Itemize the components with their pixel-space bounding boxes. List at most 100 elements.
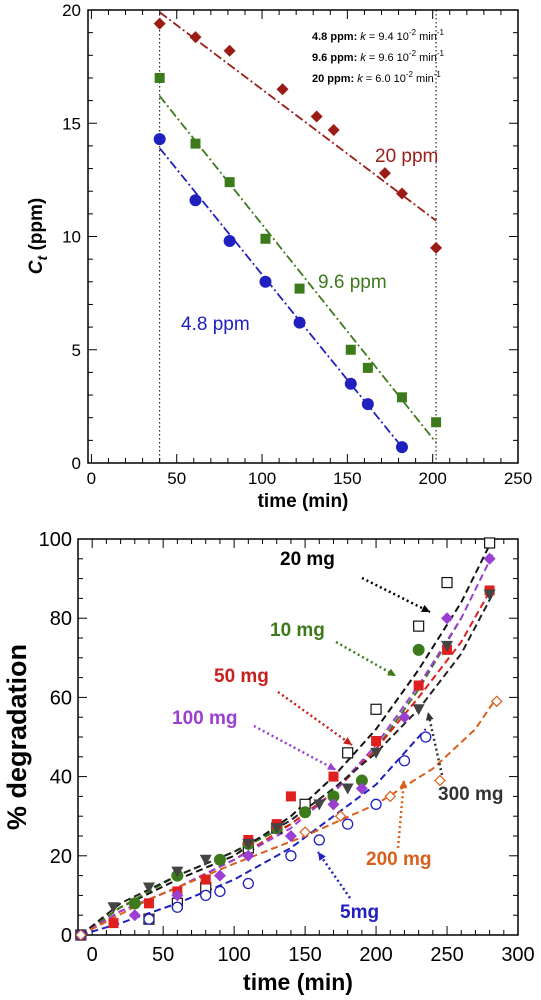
data-point-10-mg	[299, 806, 312, 819]
y-tick-label-bottom: 80	[50, 608, 72, 630]
data-point-300-mg	[242, 838, 255, 850]
data-point-10-mg	[128, 897, 141, 910]
annotation-arrows	[253, 576, 444, 899]
annotation-label-10-mg: 10 mg	[270, 620, 325, 641]
data-point-4-8-ppm	[189, 194, 202, 207]
data-point-4-8-ppm	[361, 398, 374, 411]
data-point-20-ppm	[310, 110, 323, 123]
data-point-20-ppm	[153, 17, 166, 30]
chart-concentration-vs-time: 0 50 100 150 200 250 0 5 10 15 20 time (min) Ct (p…	[26, 1, 532, 512]
chart-degradation-vs-time: 0 50 100 150 200 250 300 0 20 40 60 80 100 time (min…	[2, 529, 535, 995]
rate-conc: 20 ppm:	[312, 73, 357, 85]
data-point-300-mg	[313, 799, 326, 811]
data-point-300-mg	[412, 704, 425, 716]
data-point-5mg	[242, 877, 254, 890]
annotation-arrow-head-50-mg	[343, 737, 352, 745]
data-point-20-mg	[413, 620, 425, 632]
annotation-label-300-mg: 300 mg	[438, 784, 503, 805]
data-point-100-mg	[483, 552, 496, 565]
annotation-label-20-mg: 20 mg	[280, 549, 335, 570]
data-point-300-mg	[483, 589, 496, 601]
rate-constants-legend: 4.8 ppm: k = 9.4 10-2 min-19.6 ppm: k = …	[312, 28, 444, 85]
data-point-20-ppm	[276, 83, 289, 96]
annotation-arrow-head-100-mg	[327, 762, 336, 770]
annotation-label-5mg: 5mg	[340, 902, 379, 923]
annotation-arrow-head-10-mg	[387, 668, 396, 676]
x-tick-label-top: 0	[87, 469, 96, 488]
rate-constant-line: 9.6 ppm: k = 9.6 10-2 min-1	[312, 49, 444, 64]
annotation-arrow-head-5mg	[318, 852, 326, 861]
data-point-50-mg	[200, 874, 211, 885]
y-tick-label-top: 10	[62, 228, 81, 247]
data-point-50-mg	[413, 680, 424, 691]
y-tick-label-top: 20	[62, 1, 81, 20]
x-tick-label-bottom: 0	[87, 944, 98, 966]
data-point-200-mg	[74, 929, 87, 941]
data-point-200-mg	[384, 790, 397, 803]
series-label-4-8ppm: 4.8 ppm	[181, 314, 250, 335]
data-point-20-ppm	[378, 167, 391, 180]
data-point-4-8-ppm	[395, 441, 408, 454]
x-tick-label-top: 250	[504, 469, 532, 488]
annotation-arrow-head-300-mg	[425, 712, 434, 721]
rate-unit: min	[413, 73, 434, 85]
y-tick-label-top: 0	[72, 454, 81, 473]
data-point-9-6-ppm	[431, 417, 442, 428]
x-tick-label-bottom: 50	[152, 944, 174, 966]
data-point-200-mg	[334, 810, 347, 823]
fit-curve-200-mg	[80, 696, 498, 936]
y-axis-title-bottom: % degradation	[2, 644, 32, 830]
x-tick-label-bottom: 200	[359, 944, 392, 966]
data-point-300-mg	[441, 640, 454, 652]
annotation-arrow-head-20-mg	[421, 604, 430, 612]
data-point-5mg	[143, 913, 155, 925]
data-point-50-mg	[143, 898, 154, 909]
data-point-9-6-ppm	[345, 344, 356, 355]
data-point-20-mg	[370, 703, 382, 715]
fit-line-9-6-ppm	[158, 95, 437, 444]
rate-value: = 9.6 10	[366, 52, 409, 64]
rate-constant-line: 20 ppm: k = 6.0 10-2 min-1	[312, 70, 441, 85]
data-point-9-6-ppm	[260, 233, 271, 244]
data-point-100-mg	[128, 909, 141, 922]
fit-curve-100-mg	[80, 554, 494, 936]
data-point-5mg	[200, 889, 212, 902]
annotation-arrow-line-200-mg	[396, 779, 406, 849]
rate-exp: -2	[406, 70, 414, 79]
rate-unit-exp: -1	[434, 70, 442, 79]
data-point-10-mg	[355, 774, 368, 787]
data-point-4-8-ppm	[153, 133, 166, 146]
series-label-9-6ppm: 9.6 ppm	[318, 272, 387, 293]
x-tick-label-top: 200	[418, 469, 446, 488]
data-point-10-mg	[327, 790, 340, 803]
y-axis-title-top: Ct (ppm)	[26, 198, 50, 274]
data-point-300-mg	[199, 854, 212, 866]
fit-curve-20-mg	[80, 538, 494, 936]
annotation-arrow-line-100-mg	[253, 724, 337, 772]
rate-exp: -2	[409, 28, 417, 37]
data-point-20-ppm	[189, 31, 202, 44]
rate-k: k	[360, 31, 366, 43]
data-point-9-6-ppm	[294, 283, 305, 294]
series-label-20ppm: 20 ppm	[375, 146, 438, 167]
data-point-300-mg	[341, 783, 354, 795]
x-tick-label-bottom: 250	[430, 944, 463, 966]
data-point-100-mg	[242, 849, 255, 862]
data-point-20-ppm	[223, 44, 236, 57]
data-point-300-mg	[171, 866, 184, 878]
plot-frame-bottom	[77, 538, 519, 936]
annotation-label-100-mg: 100 mg	[172, 708, 237, 729]
data-point-50-mg	[108, 918, 119, 929]
y-tick-label-top: 5	[72, 341, 81, 360]
data-point-100-mg	[355, 782, 368, 795]
x-tick-label-bottom: 150	[288, 944, 321, 966]
data-point-200-mg	[299, 826, 311, 838]
data-point-5mg	[171, 901, 184, 913]
rate-exp: -2	[409, 49, 417, 58]
data-point-20-mg	[441, 576, 453, 589]
annotation-arrow-line-50-mg	[277, 690, 353, 747]
rate-value: = 9.4 10	[366, 31, 409, 43]
data-point-5mg	[313, 834, 325, 846]
rate-unit: min	[416, 31, 437, 43]
data-point-5mg	[370, 798, 382, 810]
